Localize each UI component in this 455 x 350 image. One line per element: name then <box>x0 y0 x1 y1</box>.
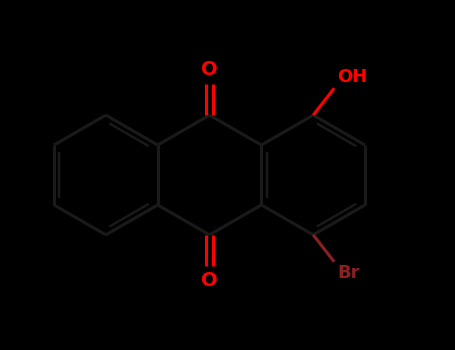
Text: O: O <box>201 271 218 290</box>
Text: Br: Br <box>337 264 360 282</box>
Text: O: O <box>201 60 218 79</box>
Text: OH: OH <box>337 68 368 86</box>
